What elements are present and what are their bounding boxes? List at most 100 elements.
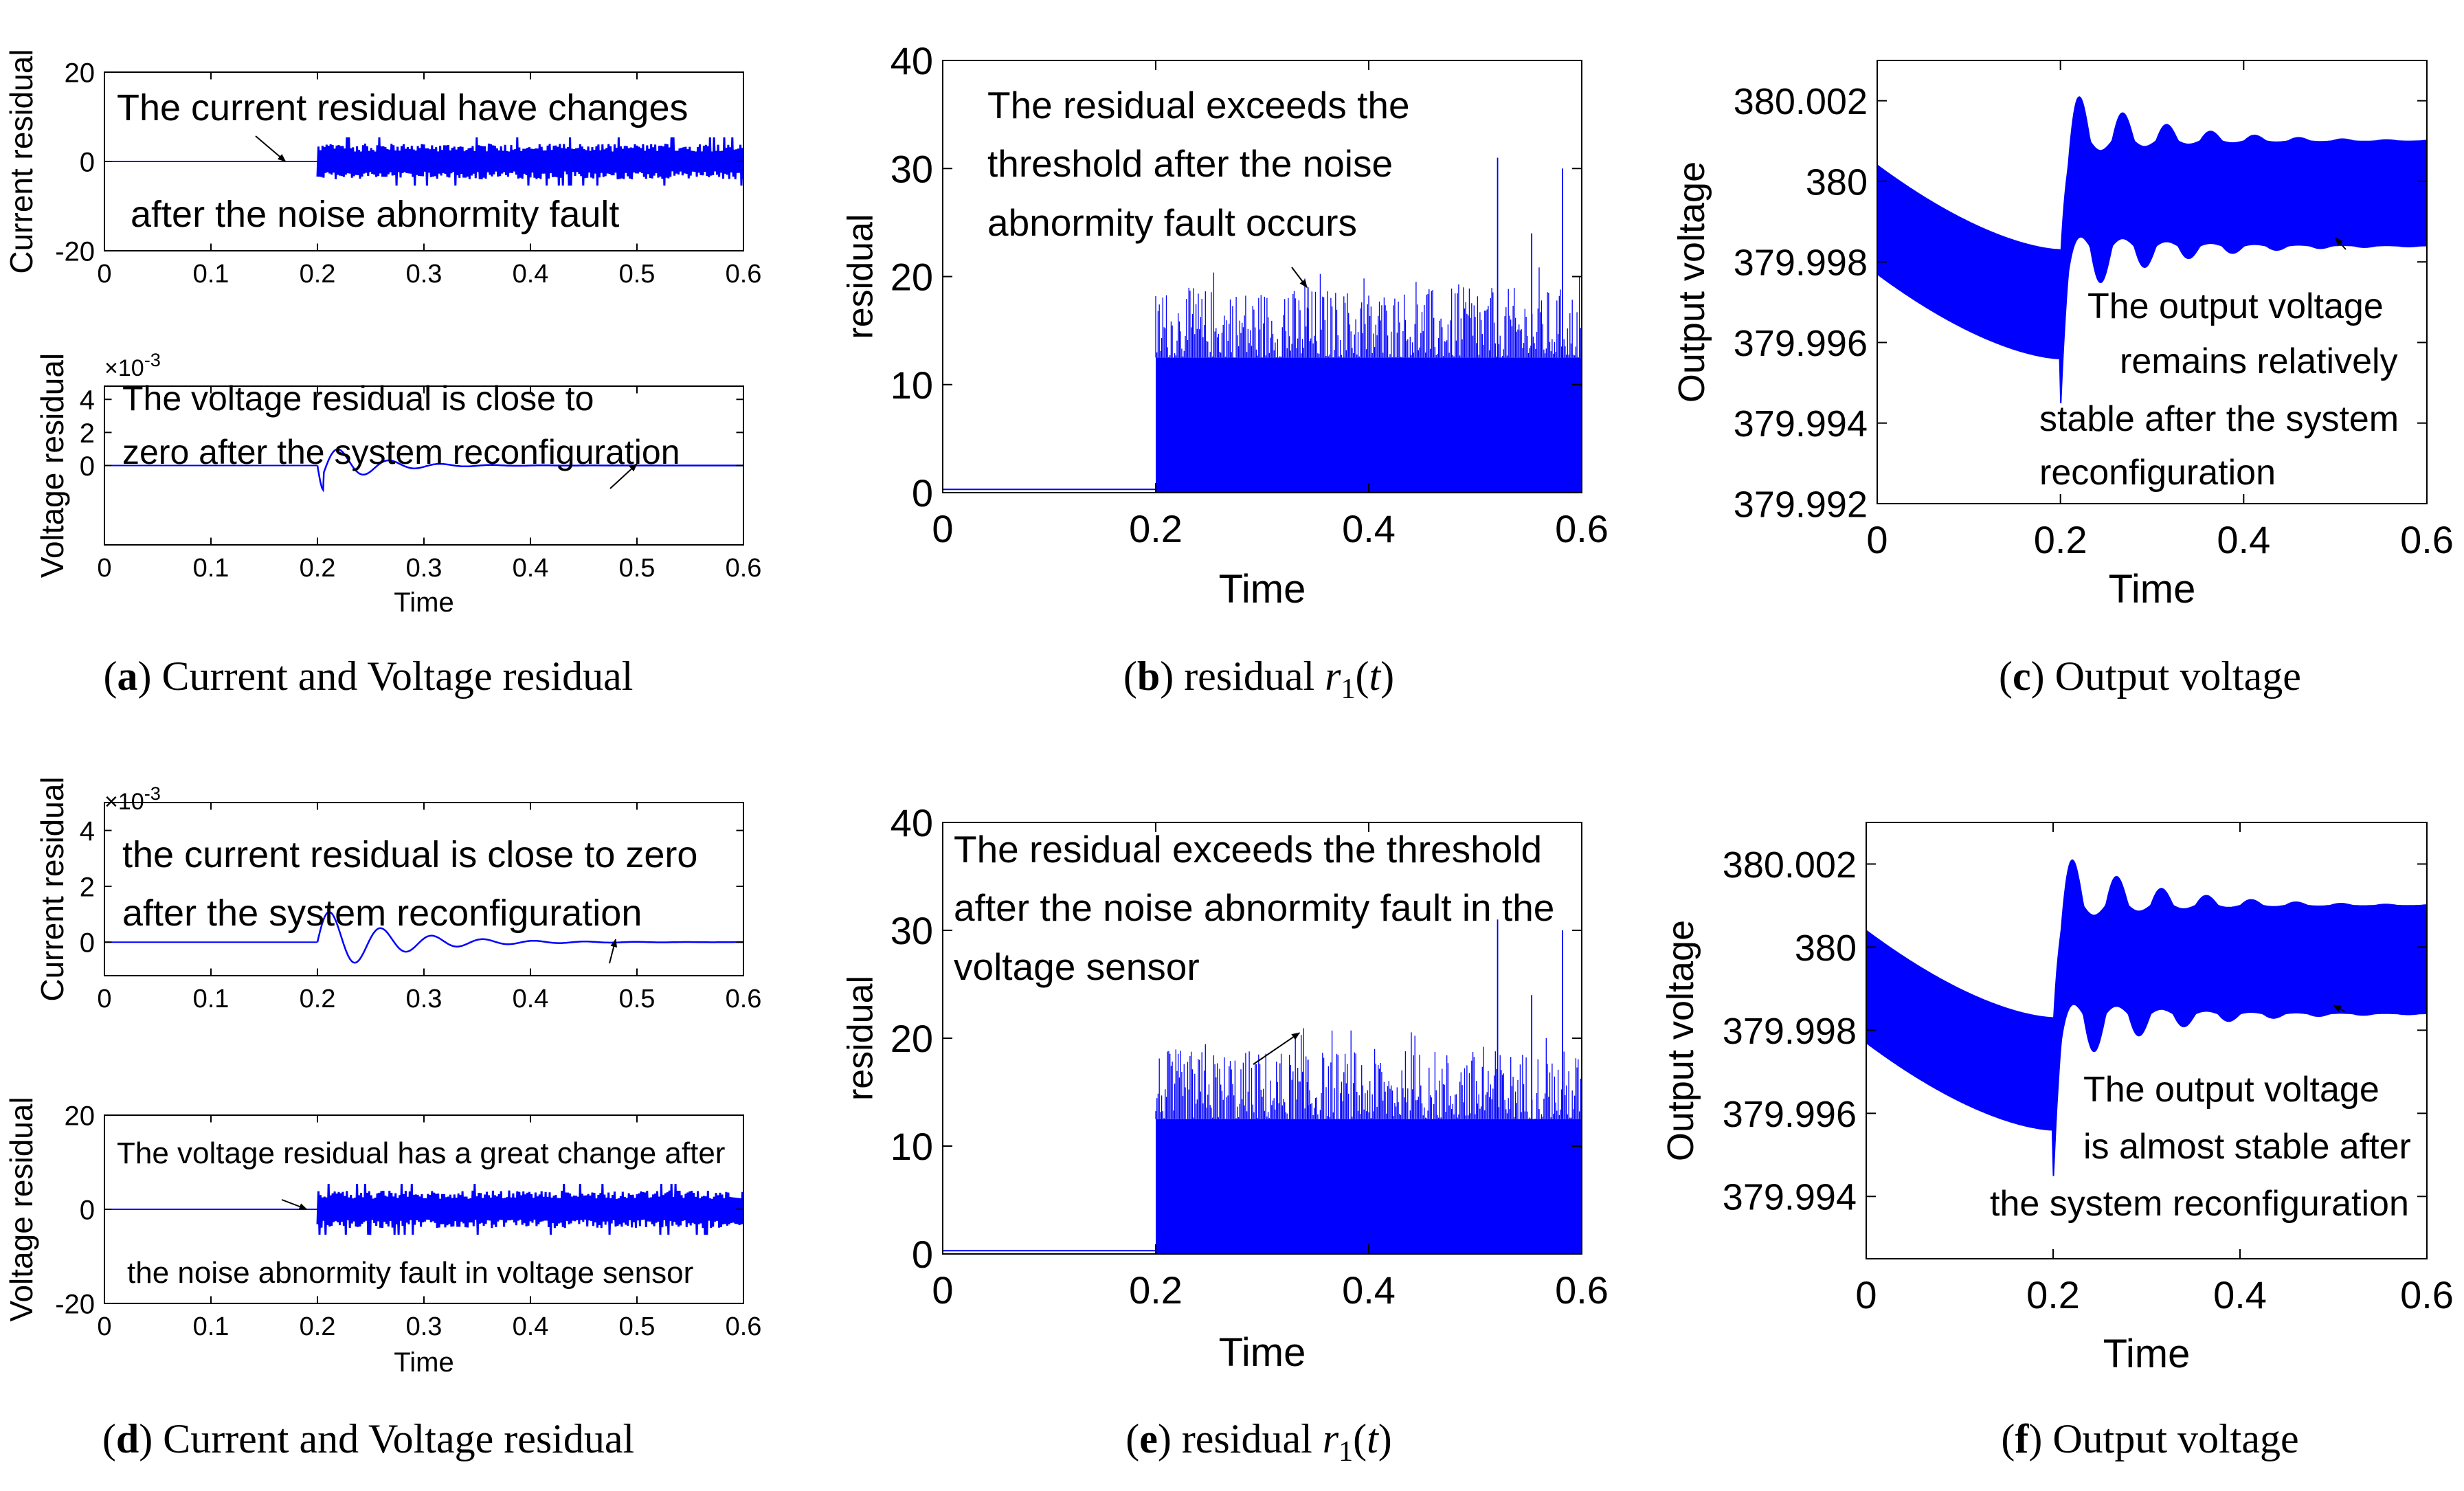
x-tick-label: 0.1 <box>193 985 229 1013</box>
annotation-text: the current residual is close to zero <box>122 834 697 875</box>
annotation-arrow <box>255 135 287 162</box>
y-tick-label: 379.996 <box>1734 323 1868 364</box>
x-tick-label: 0.6 <box>726 260 762 289</box>
x-tick-label: 0 <box>97 985 111 1013</box>
annotation-text: The output voltage <box>2083 1070 2379 1110</box>
annotation-text: stable after the system <box>2039 399 2399 439</box>
y-tick-label: 379.994 <box>1734 403 1868 445</box>
y-tick-label: 379.996 <box>1723 1094 1857 1135</box>
caption-e: (e) residual r1(t) <box>1125 1416 1392 1468</box>
series-d_top-osc <box>316 911 743 964</box>
y-axis-label: Voltage residual <box>34 353 70 578</box>
x-tick-label: 0.2 <box>300 260 336 289</box>
y-axis-label: residual <box>841 976 881 1101</box>
y-tick-label: 2 <box>80 872 95 902</box>
x-tick-label: 0.6 <box>726 985 762 1013</box>
y-tick-label: 380.002 <box>1723 844 1857 886</box>
annotation-arrow <box>1253 1032 1301 1065</box>
x-tick-label: 0.2 <box>2026 1273 2080 1316</box>
x-tick-label: 0.4 <box>513 1312 549 1341</box>
x-tick-label: 0.4 <box>513 554 549 583</box>
x-tick-label: 0.4 <box>513 260 549 289</box>
x-tick-label: 0.2 <box>300 985 336 1013</box>
chart-d_top: 0 0.1 0.2 0.3 0.4 0.5 0.6 0 2 4 Current residual ×1… <box>34 776 762 1013</box>
y-tick-label: 0 <box>912 1233 933 1276</box>
series-a_bottom-osc <box>316 448 743 493</box>
x-tick-label: 0.1 <box>193 260 229 289</box>
caption-d: (d) Current and Voltage residual <box>102 1416 634 1461</box>
y-tick-label: 0 <box>80 1195 95 1225</box>
y-tick-label: -20 <box>55 236 95 267</box>
y-tick-label: 40 <box>891 801 933 844</box>
chart-b: 0 0.2 0.4 0.6 0 10 20 30 40 Time residual The resid… <box>841 39 1609 612</box>
y-axis-label: Voltage residual <box>3 1097 39 1321</box>
plot-area <box>1877 96 2427 404</box>
y-tick-label: 20 <box>65 1101 96 1131</box>
x-tick-label: 0 <box>97 1312 111 1341</box>
series-b-spikes <box>1155 267 1581 358</box>
y-tick-label: 380.002 <box>1734 81 1868 122</box>
x-tick-label: 0 <box>1855 1273 1877 1316</box>
annotation-arrow <box>609 463 638 489</box>
axis-multiplier: ×10-3 <box>104 349 161 381</box>
chart-e: 0 0.2 0.4 0.6 0 10 20 30 40 Time residual The resid… <box>841 801 1609 1375</box>
y-tick-label: 40 <box>891 39 933 82</box>
x-tick-label: 0.5 <box>619 260 656 289</box>
y-tick-label: 30 <box>891 909 933 952</box>
x-tick-label: 0.6 <box>726 554 762 583</box>
caption-f: (f) Output voltage <box>2001 1416 2298 1461</box>
chart-f: 0 0.2 0.4 0.6 379.994 379.996 379.998 380 380.00… <box>1660 822 2454 1376</box>
x-tick-label: 0.2 <box>1129 1268 1183 1312</box>
plot-area <box>1866 859 2427 1176</box>
x-tick-label: 0.6 <box>2400 1273 2454 1316</box>
axes-frame <box>104 802 744 976</box>
y-tick-label: 379.992 <box>1734 484 1868 525</box>
axes-frame <box>1866 822 2428 1259</box>
y-axis-label: Current residual <box>34 776 70 1001</box>
annotation-text: The output voltage <box>2087 287 2384 326</box>
annotation-text: the noise abnormity fault in voltage sen… <box>127 1256 693 1290</box>
y-tick-label: 379.998 <box>1734 243 1868 284</box>
caption-c: (c) Output voltage <box>1999 653 2301 699</box>
y-tick-label: 4 <box>80 385 95 416</box>
x-tick-label: 0.2 <box>1129 507 1183 550</box>
y-axis-label: Current residual <box>3 49 39 273</box>
y-tick-label: 20 <box>891 1017 933 1060</box>
annotation-text: The residual exceeds the threshold <box>954 828 1542 871</box>
y-tick-label: 0 <box>912 471 933 515</box>
x-axis-label: Time <box>394 587 453 618</box>
x-tick-label: 0.4 <box>1342 1268 1396 1312</box>
x-tick-label: 0 <box>932 1268 953 1312</box>
annotation-text: threshold after the noise <box>987 142 1393 185</box>
chart-c: 0 0.2 0.4 0.6 379.992 379.994 379.996 379.998 38… <box>1671 60 2454 612</box>
y-tick-label: 0 <box>80 147 95 177</box>
x-tick-label: 0 <box>932 507 953 550</box>
x-tick-label: 0.4 <box>2217 518 2270 561</box>
annotation-text: after the system reconfiguration <box>122 893 642 934</box>
x-tick-label: 0.2 <box>300 1312 336 1341</box>
plot-area <box>104 911 743 964</box>
series-e-spikes <box>1155 1028 1581 1119</box>
annotation-text: voltage sensor <box>954 945 1200 988</box>
annotation-text: reconfiguration <box>2039 453 2276 493</box>
series-f-band <box>1866 859 2427 1176</box>
x-tick-label: 0.1 <box>193 1312 229 1341</box>
x-tick-label: 0.6 <box>2400 518 2454 561</box>
y-tick-label: 379.994 <box>1723 1177 1857 1218</box>
caption-a: (a) Current and Voltage residual <box>104 653 634 699</box>
y-axis-label: residual <box>841 214 881 339</box>
annotation-arrow <box>281 1199 308 1210</box>
x-tick-label: 0.6 <box>1555 507 1609 550</box>
y-tick-label: 2 <box>80 418 95 449</box>
x-tick-label: 0.3 <box>406 554 443 583</box>
x-tick-label: 0.2 <box>2034 518 2087 561</box>
y-tick-label: 10 <box>891 1125 933 1168</box>
x-axis-label: Time <box>2103 1332 2191 1376</box>
x-tick-label: 0.2 <box>300 554 336 583</box>
series-d_bottom-noise <box>316 1183 743 1235</box>
y-tick-label: 30 <box>891 147 933 190</box>
y-tick-label: 380 <box>1795 928 1857 969</box>
y-tick-label: 379.998 <box>1723 1011 1857 1052</box>
